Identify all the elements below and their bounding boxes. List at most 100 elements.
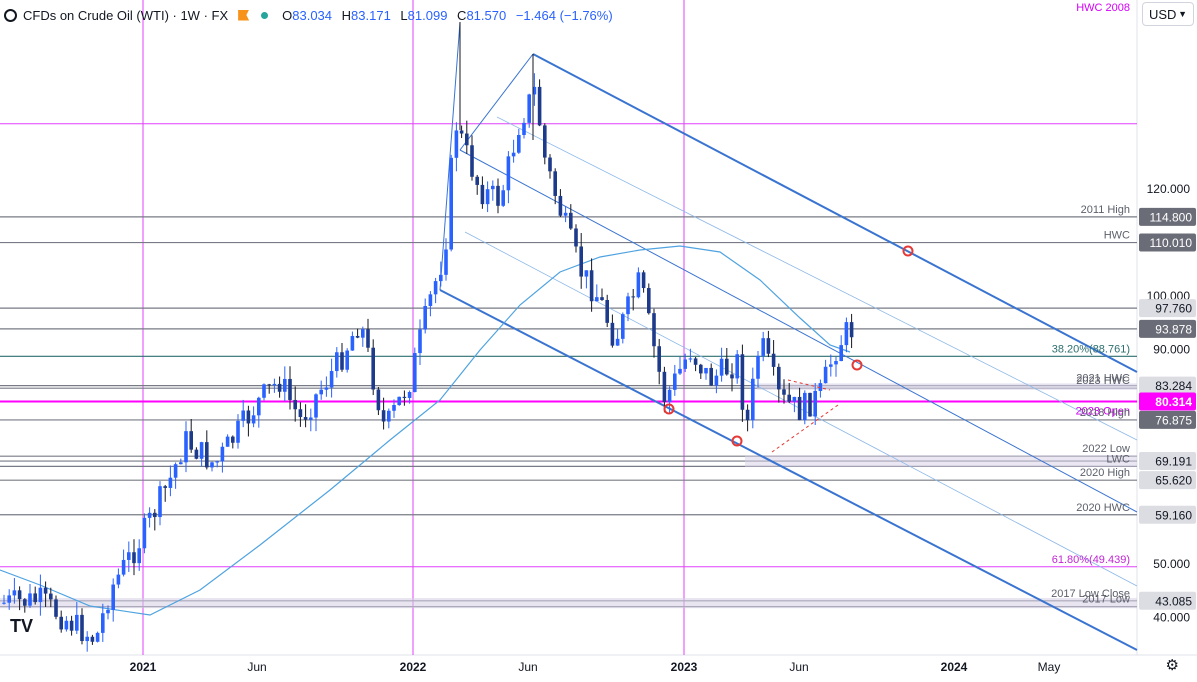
candle-body: [153, 512, 157, 518]
candle-body: [615, 338, 620, 346]
candle-body: [59, 616, 63, 630]
candle-body: [756, 355, 760, 379]
time-tick-label: Jun: [518, 660, 537, 674]
candle-body: [439, 274, 443, 282]
candle-body: [803, 392, 807, 421]
candle-body: [132, 552, 136, 564]
candle-body: [158, 486, 162, 518]
pivot-marker: [731, 435, 743, 447]
price-tag: [1139, 392, 1196, 411]
candle-body: [293, 399, 297, 410]
candle-body: [277, 383, 282, 392]
gear-icon[interactable]: ⚙: [1165, 657, 1179, 674]
candle-body: [257, 397, 261, 416]
candle-body: [142, 517, 147, 549]
candle-body: [849, 322, 854, 338]
candle-body: [693, 358, 698, 365]
price-tag-label: 43.085: [1155, 594, 1192, 608]
candle-body: [7, 595, 11, 603]
level-label: 2018 High: [1080, 407, 1130, 419]
price-tick-label: 50.000: [1153, 557, 1190, 571]
candle-body: [745, 409, 750, 421]
candle-body: [194, 449, 199, 459]
currency-selector[interactable]: USD ▼: [1142, 2, 1194, 26]
candle-body: [823, 366, 828, 384]
candle-body: [444, 249, 448, 275]
candle-body: [569, 212, 573, 229]
candle-body: [621, 314, 625, 339]
candle-body: [829, 364, 833, 367]
candle-body: [215, 461, 219, 463]
pivot-marker: [851, 359, 863, 371]
time-tick-label: 2023: [671, 660, 698, 674]
candle-body: [220, 446, 225, 462]
band-2017-low: [0, 598, 1137, 609]
candle-body: [792, 396, 797, 402]
time-tick-label: 2021: [130, 660, 157, 674]
level-label: 2017 Low Close: [1051, 588, 1130, 600]
candle-body: [589, 270, 594, 302]
candle-body: [709, 367, 713, 386]
flag-icon[interactable]: [238, 9, 250, 21]
ohlc-values: O83.034 H83.171 L81.099 C81.570 −1.464 (…: [282, 8, 619, 23]
candle-body: [69, 620, 74, 631]
candle-body: [272, 383, 277, 386]
candle-body: [797, 396, 802, 421]
candle-body: [699, 364, 703, 374]
candle-body: [771, 353, 776, 367]
pitchfork-handle: [439, 21, 461, 291]
candle-body: [49, 593, 53, 600]
candle-body: [267, 384, 271, 386]
price-tag-label: 110.010: [1150, 236, 1193, 250]
candle-body: [423, 306, 427, 330]
candle-body: [808, 392, 812, 417]
symbol-title[interactable]: CFDs on Crude Oil (WTI) · 1W · FX: [23, 7, 229, 23]
price-tag-label: 93.878: [1155, 322, 1192, 336]
candle-body: [402, 396, 407, 398]
band-2021-hwc: [757, 383, 1137, 390]
candle-body: [397, 396, 401, 406]
candle-body: [387, 410, 391, 422]
candle-body: [418, 329, 422, 354]
pitchfork-handle: [459, 53, 534, 151]
candle-body: [574, 228, 578, 247]
candle-body: [704, 367, 708, 374]
candle-body: [725, 358, 729, 375]
candle-body: [735, 354, 739, 379]
candle-body: [33, 593, 37, 603]
level-label: 2021 HWC: [1076, 373, 1130, 385]
currency-label: USD: [1149, 6, 1177, 22]
eye-icon[interactable]: [4, 8, 17, 22]
price-tag: [1139, 319, 1196, 338]
price-tag: [1139, 410, 1196, 429]
candle-body: [766, 338, 771, 354]
candle-body: [600, 297, 604, 301]
candle-body: [673, 373, 677, 390]
price-tag-label: 65.620: [1155, 474, 1192, 488]
candle-body: [101, 613, 105, 633]
candle-body: [85, 636, 89, 642]
candle-body: [95, 632, 100, 642]
candle-body: [730, 374, 734, 379]
candle-body: [517, 134, 521, 153]
candle-body: [751, 378, 755, 421]
candle-body: [454, 130, 459, 158]
candle-body: [480, 184, 485, 205]
tradingview-logo[interactable]: TV: [10, 616, 34, 636]
candle-body: [496, 185, 500, 206]
candle-body: [199, 442, 204, 459]
candle-body: [433, 281, 438, 295]
candle-body: [17, 590, 22, 600]
close-value: 81.570: [466, 7, 507, 23]
price-axis[interactable]: [1137, 0, 1197, 677]
candle-body: [777, 366, 781, 390]
level-label: HWC 2008: [1076, 2, 1130, 14]
candle-body: [350, 335, 355, 351]
price-tag-label: 59.160: [1155, 508, 1192, 522]
price-tick-label: 40.000: [1153, 610, 1190, 624]
candle-body: [740, 354, 745, 410]
candle-body: [179, 462, 183, 465]
candle-body: [376, 389, 381, 411]
